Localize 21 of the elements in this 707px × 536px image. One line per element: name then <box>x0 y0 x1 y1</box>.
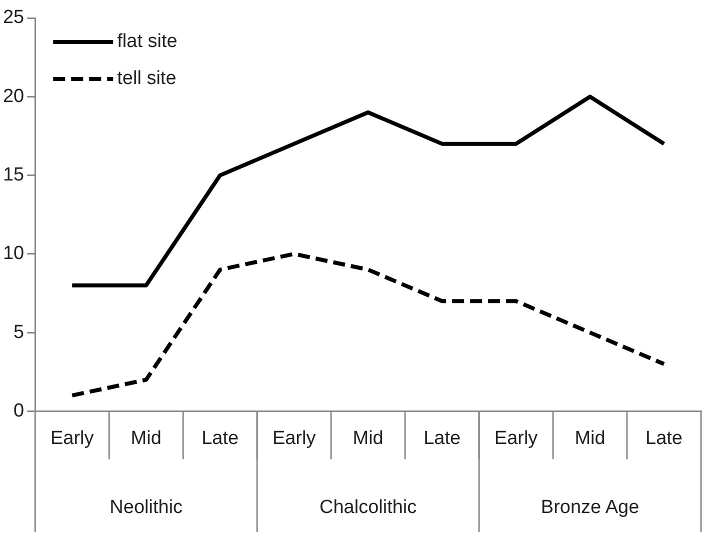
y-tick-label: 5 <box>14 322 24 343</box>
y-tick-label: 10 <box>2 243 24 264</box>
x-tick-label: Early <box>494 428 538 449</box>
y-tick-label: 25 <box>2 7 24 28</box>
y-tick-label: 15 <box>2 164 24 186</box>
text: Chalcolithic <box>319 497 417 518</box>
x-tick-label: Mid <box>130 428 162 449</box>
legend-label: tell site <box>117 68 176 90</box>
text: Neolithic <box>110 497 183 518</box>
y-tick-label: 0 <box>14 400 24 422</box>
x-tick-label: Late <box>424 428 461 449</box>
x-tick-label: Late <box>202 428 239 449</box>
x-tick-label: Late <box>646 428 682 449</box>
x-tick-label: Mid <box>574 428 606 449</box>
x-tick-label: Early <box>272 428 316 449</box>
x-tick-label: Early <box>50 428 94 449</box>
text: Bronze Age <box>540 497 640 518</box>
y-tick-label: 20 <box>2 86 24 107</box>
legend-label: flat site <box>117 31 178 52</box>
x-tick-label: Mid <box>352 428 384 449</box>
line-series <box>70 252 666 398</box>
